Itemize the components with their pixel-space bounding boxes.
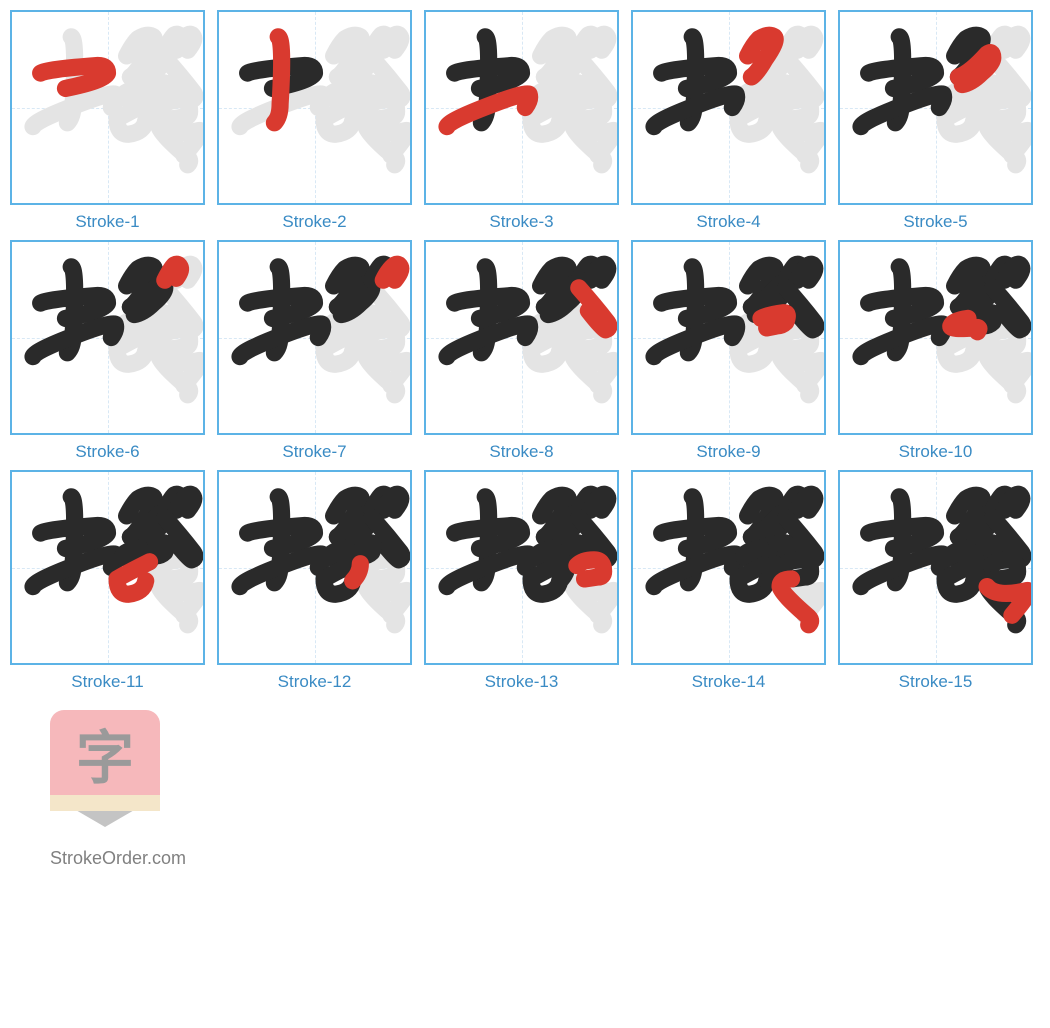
stroke-svg-4 [633,12,824,203]
stroke-label-11: Stroke-11 [71,672,143,692]
site-logo: 字 [50,710,160,830]
stroke-box-3 [424,10,619,205]
stroke-svg-8 [426,242,617,433]
stroke-cell-15: Stroke-15 [838,470,1033,692]
stroke-box-11 [10,470,205,665]
stroke-svg-5 [840,12,1031,203]
stroke-cell-13: Stroke-13 [424,470,619,692]
stroke-label-5: Stroke-5 [903,212,967,232]
stroke-svg-15 [840,472,1031,663]
stroke-label-9: Stroke-9 [696,442,760,462]
stroke-grid: Stroke-1 Stroke-2 Stroke-3 Stroke-4 Stroke-5… [10,10,1040,692]
stroke-cell-7: Stroke-7 [217,240,412,462]
stroke-svg-7 [219,242,410,433]
stroke-box-2 [217,10,412,205]
stroke-cell-4: Stroke-4 [631,10,826,232]
stroke-label-12: Stroke-12 [278,672,352,692]
stroke-label-7: Stroke-7 [282,442,346,462]
stroke-label-3: Stroke-3 [489,212,553,232]
stroke-cell-6: Stroke-6 [10,240,205,462]
footer: 字 StrokeOrder.com [10,710,1040,869]
site-name: StrokeOrder.com [50,848,1040,869]
stroke-cell-3: Stroke-3 [424,10,619,232]
stroke-box-4 [631,10,826,205]
logo-character: 字 [76,711,134,795]
stroke-box-12 [217,470,412,665]
stroke-svg-6 [12,242,203,433]
stroke-cell-10: Stroke-10 [838,240,1033,462]
stroke-cell-11: Stroke-11 [10,470,205,692]
stroke-label-15: Stroke-15 [899,672,973,692]
stroke-box-13 [424,470,619,665]
stroke-svg-12 [219,472,410,663]
stroke-box-6 [10,240,205,435]
stroke-label-2: Stroke-2 [282,212,346,232]
stroke-label-6: Stroke-6 [75,442,139,462]
stroke-label-4: Stroke-4 [696,212,760,232]
stroke-svg-2 [219,12,410,203]
logo-pencil-body [50,795,160,811]
stroke-box-10 [838,240,1033,435]
stroke-svg-11 [12,472,203,663]
stroke-svg-13 [426,472,617,663]
stroke-box-9 [631,240,826,435]
stroke-cell-9: Stroke-9 [631,240,826,462]
stroke-label-13: Stroke-13 [485,672,559,692]
stroke-label-10: Stroke-10 [899,442,973,462]
stroke-box-14 [631,470,826,665]
stroke-box-1 [10,10,205,205]
stroke-box-8 [424,240,619,435]
stroke-svg-1 [12,12,203,203]
stroke-cell-1: Stroke-1 [10,10,205,232]
stroke-box-7 [217,240,412,435]
stroke-cell-12: Stroke-12 [217,470,412,692]
stroke-cell-14: Stroke-14 [631,470,826,692]
stroke-svg-9 [633,242,824,433]
stroke-svg-14 [633,472,824,663]
stroke-label-14: Stroke-14 [692,672,766,692]
stroke-cell-5: Stroke-5 [838,10,1033,232]
stroke-svg-3 [426,12,617,203]
stroke-label-8: Stroke-8 [489,442,553,462]
stroke-cell-2: Stroke-2 [217,10,412,232]
stroke-box-15 [838,470,1033,665]
stroke-label-1: Stroke-1 [75,212,139,232]
stroke-svg-10 [840,242,1031,433]
logo-top: 字 [50,710,160,795]
stroke-cell-8: Stroke-8 [424,240,619,462]
stroke-box-5 [838,10,1033,205]
